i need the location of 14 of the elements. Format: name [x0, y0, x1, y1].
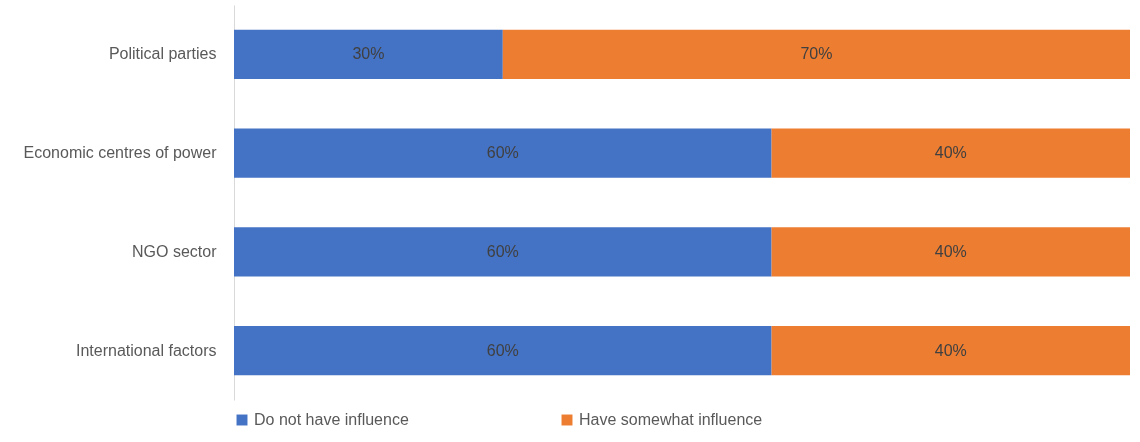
data-label: 40%: [934, 341, 967, 359]
legend-label: Have somewhat influence: [579, 411, 763, 428]
data-label: 60%: [486, 341, 519, 359]
data-label: 70%: [800, 45, 833, 63]
data-label: 60%: [486, 242, 519, 260]
data-label: 30%: [352, 45, 385, 63]
y-tick-label: NGO sector: [132, 242, 218, 260]
data-label: 60%: [486, 144, 519, 162]
data-label: 40%: [934, 242, 967, 260]
y-tick-label: Political parties: [108, 45, 217, 63]
legend-label: Do not have influence: [254, 411, 409, 428]
data-label: 40%: [934, 144, 967, 162]
y-tick-label: International factors: [75, 341, 217, 359]
y-tick-label: Economic centres of power: [23, 144, 218, 162]
